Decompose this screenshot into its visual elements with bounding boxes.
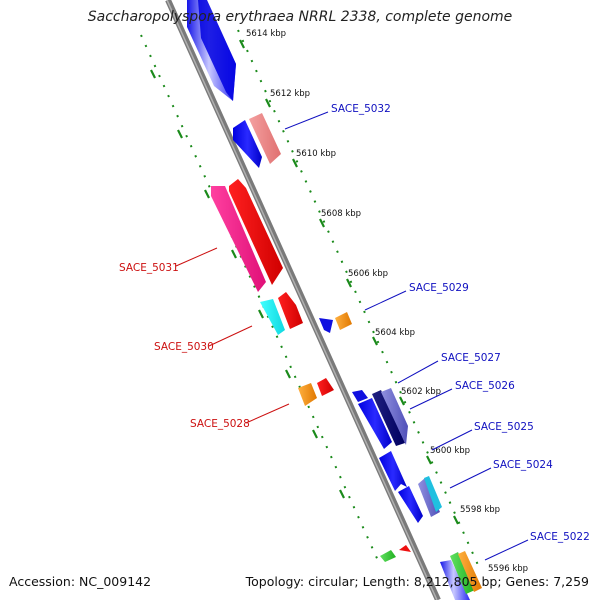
gene-feature-top-blue[interactable]	[187, 0, 236, 101]
gene-feature-sace-5029[interactable]	[319, 312, 352, 333]
gene-feature-sace-5031[interactable]	[211, 179, 283, 292]
gene-feature-sace-5030[interactable]	[260, 292, 303, 335]
gene-feature-sace-5022[interactable]	[440, 551, 482, 600]
label-leaders-forward	[284, 111, 529, 561]
ruler-label-5598: 5598 kbp	[460, 505, 500, 515]
ruler-label-5596: 5596 kbp	[488, 564, 528, 574]
ruler-label-5606: 5606 kbp	[348, 269, 388, 279]
gene-label-sace-5028: SACE_5028	[190, 418, 250, 430]
ruler-labels: 5614 kbp 5612 kbp 5610 kbp 5608 kbp 5606…	[246, 29, 528, 574]
gene-label-sace-5024: SACE_5024	[493, 459, 553, 471]
gene-label-sace-5029: SACE_5029	[409, 282, 469, 294]
gene-label-sace-5031: SACE_5031	[119, 262, 179, 274]
ruler-label-5602: 5602 kbp	[401, 387, 441, 397]
gene-feature-sace-5024[interactable]	[398, 476, 442, 523]
map-title: Saccharopolyspora erythraea NRRL 2338, c…	[87, 9, 513, 25]
gene-feature-sace-5027[interactable]	[352, 390, 392, 449]
gene-feature-sace-5025[interactable]	[379, 451, 407, 491]
ruler-label-5612: 5612 kbp	[270, 89, 310, 99]
label-leaders-reverse	[175, 247, 290, 424]
ruler-label-5614: 5614 kbp	[246, 29, 286, 39]
gene-label-sace-5022: SACE_5022	[530, 531, 590, 543]
gene-label-sace-5025: SACE_5025	[474, 421, 534, 433]
ruler-label-5610: 5610 kbp	[296, 149, 336, 159]
genome-backbone	[165, 0, 441, 600]
ruler-label-5604: 5604 kbp	[375, 328, 415, 338]
outer-major-ticks	[239, 39, 459, 525]
inner-tick-track	[140, 34, 381, 566]
gene-feature-sace-5032[interactable]	[233, 113, 281, 168]
gene-label-sace-5032: SACE_5032	[331, 103, 391, 115]
gene-feature-sace-5028[interactable]	[298, 378, 334, 406]
gene-label-sace-5027: SACE_5027	[441, 352, 501, 364]
ruler-label-5600: 5600 kbp	[430, 446, 470, 456]
gene-labels-forward: SACE_5032 SACE_5029 SACE_5027 SACE_5026 …	[331, 103, 590, 543]
ruler-label-5608: 5608 kbp	[321, 209, 361, 219]
gene-feature-sace-5026[interactable]	[372, 388, 408, 446]
gene-label-sace-5026: SACE_5026	[455, 380, 515, 392]
gene-feature-bottom-small[interactable]	[380, 545, 411, 562]
gene-labels-reverse: SACE_5031 SACE_5030 SACE_5028	[119, 262, 250, 430]
genome-summary-text: Topology: circular; Length: 8,212,805 bp…	[245, 574, 589, 589]
accession-text: Accession: NC_009142	[9, 574, 152, 589]
gene-label-sace-5030: SACE_5030	[154, 341, 214, 353]
inner-major-ticks	[150, 69, 345, 499]
